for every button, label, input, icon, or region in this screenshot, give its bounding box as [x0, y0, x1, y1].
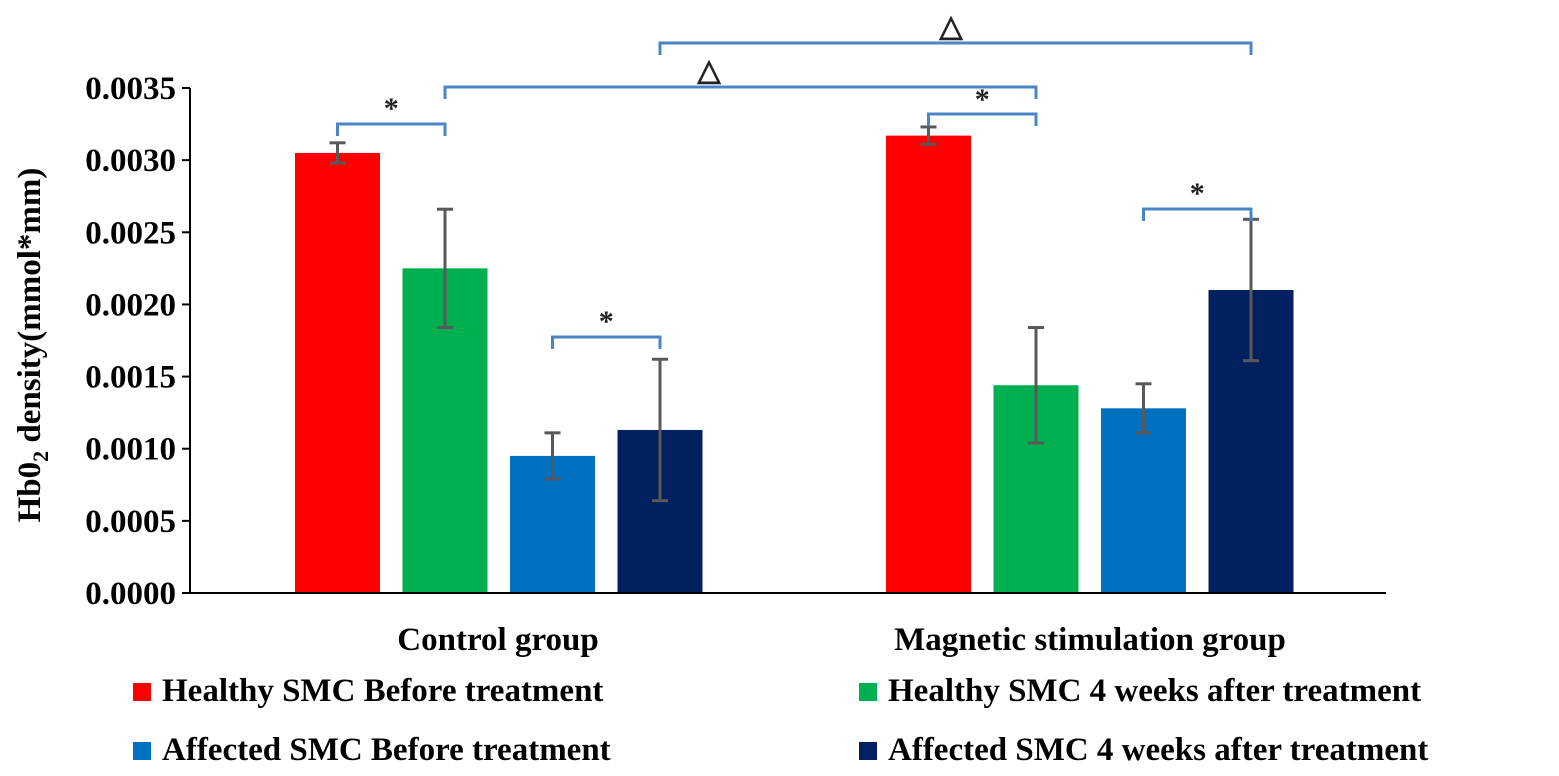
legend-label: Healthy SMC 4 weeks after treatment: [888, 673, 1421, 709]
significance-bracket: [336, 122, 447, 136]
significance-bracket: [551, 335, 662, 349]
bar: [1101, 408, 1186, 593]
legend-swatch: [133, 742, 151, 760]
bar: [886, 135, 971, 593]
y-tick-label: 0.0030: [85, 143, 176, 179]
significance-symbol: *: [1190, 177, 1205, 210]
y-tick-label: 0.0015: [85, 360, 176, 396]
y-tick-label: 0.0020: [85, 287, 176, 323]
y-axis-label-rest: density(mmol*mm): [12, 168, 48, 451]
category-label-magnetic: Magnetic stimulation group: [894, 622, 1286, 658]
y-tick-label: 0.0005: [85, 504, 176, 540]
significance-markers: * * * * △ △: [336, 10, 1253, 349]
legend: Healthy SMC Before treatment Healthy SMC …: [133, 673, 1428, 768]
y-axis-label-subscript: 2: [28, 451, 53, 462]
y-axis: 0.0000 0.0005 0.0010 0.0015 0.0020 0.0025 0.00…: [85, 71, 191, 612]
y-tick-label: 0.0025: [85, 215, 176, 251]
bars: [295, 135, 1294, 593]
significance-symbol: △: [938, 10, 963, 43]
y-tick-label: 0.0000: [85, 576, 176, 612]
y-tick-label: 0.0010: [85, 432, 176, 468]
y-axis-label-main: Hb0: [12, 462, 48, 523]
legend-label: Healthy SMC Before treatment: [162, 673, 603, 709]
legend-label: Affected SMC Before treatment: [162, 732, 611, 768]
legend-swatch: [859, 742, 877, 760]
significance-bracket: [443, 85, 1038, 99]
significance-symbol: *: [599, 305, 614, 338]
y-axis-label: Hb02 density(mmol*mm): [12, 168, 53, 523]
significance-symbol: *: [384, 92, 399, 125]
legend-label: Affected SMC 4 weeks after treatment: [888, 732, 1428, 768]
bar: [295, 152, 380, 593]
significance-bracket: [658, 41, 1253, 55]
significance-symbol: △: [696, 54, 721, 87]
legend-swatch: [859, 683, 877, 701]
significance-bracket: [927, 112, 1038, 126]
error-bars: [329, 125, 1259, 503]
y-tick-label: 0.0035: [85, 71, 176, 107]
legend-swatch: [133, 683, 151, 701]
significance-symbol: *: [975, 83, 990, 116]
significance-bracket: [1142, 207, 1253, 221]
category-label-control: Control group: [397, 622, 598, 658]
